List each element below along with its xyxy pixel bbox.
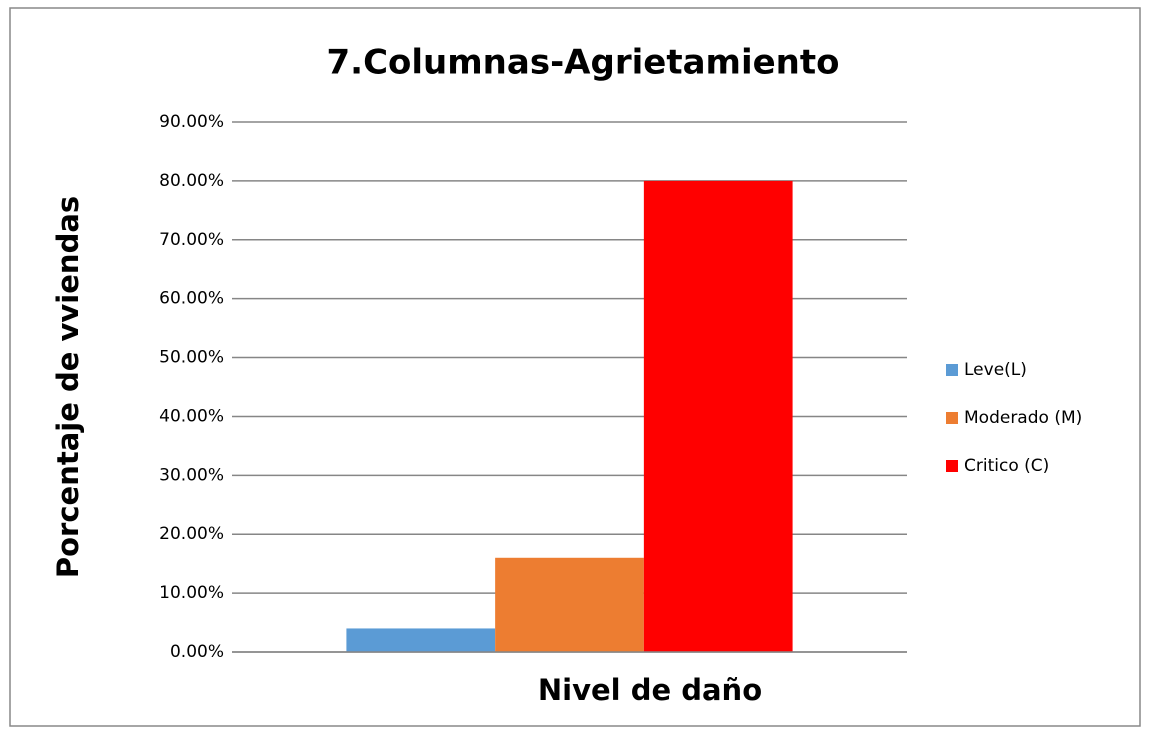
y-tick-label: 30.00% — [159, 465, 224, 485]
bar — [643, 180, 793, 652]
y-tick-label: 40.00% — [159, 406, 224, 426]
bar — [495, 557, 644, 652]
y-tick-label: 0.00% — [170, 642, 224, 662]
legend-swatch — [946, 412, 958, 424]
y-tick-label: 10.00% — [159, 583, 224, 603]
y-axis-label: Porcentaje de vviendas — [51, 196, 85, 578]
y-tick-label: 60.00% — [159, 289, 224, 309]
bar — [346, 628, 496, 652]
y-tick-label: 50.00% — [159, 348, 224, 368]
x-axis-label: Nivel de daño — [538, 673, 762, 707]
legend-label: Critico (C) — [964, 456, 1049, 476]
legend-label: Moderado (M) — [964, 408, 1082, 428]
y-tick-label: 80.00% — [159, 171, 224, 191]
legend-swatch — [946, 460, 958, 472]
y-tick-label: 70.00% — [159, 230, 224, 250]
legend-swatch — [946, 364, 958, 376]
legend-label: Leve(L) — [964, 360, 1027, 380]
y-tick-label: 20.00% — [159, 524, 224, 544]
chart-title: 7.Columnas-Agrietamiento — [327, 43, 840, 83]
y-tick-label: 90.00% — [159, 112, 224, 132]
